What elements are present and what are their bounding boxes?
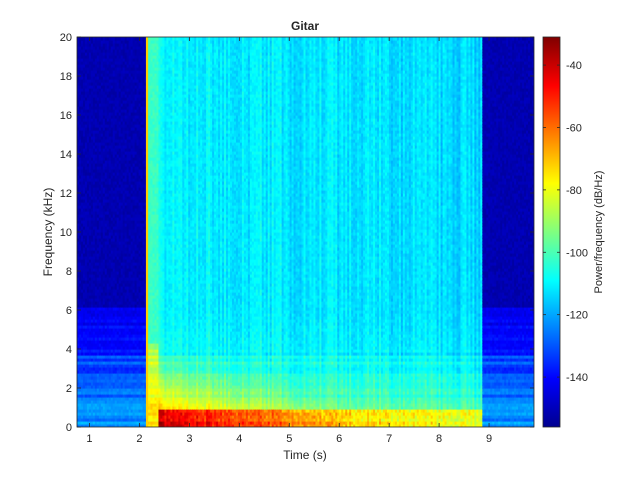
spectrogram-heatmap	[77, 37, 535, 428]
chart-title: Gitar	[291, 19, 319, 33]
plot-area	[77, 37, 535, 428]
